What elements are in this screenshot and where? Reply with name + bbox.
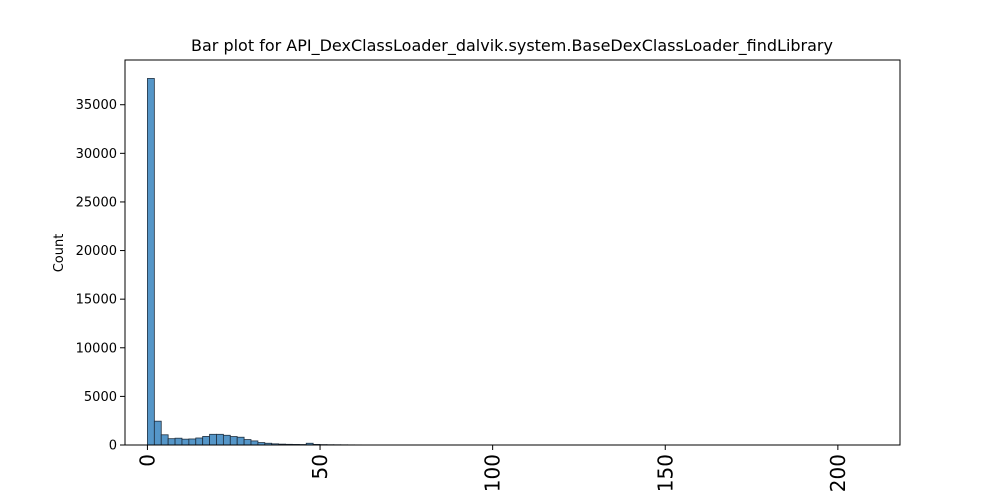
- y-tick-label-4: 20000: [76, 244, 117, 259]
- bar-6: [189, 439, 196, 445]
- bar-15: [251, 441, 258, 445]
- x-tick-label-3: 150: [653, 454, 677, 492]
- bar-0: [147, 78, 154, 445]
- bar-2: [161, 435, 168, 445]
- bar-3: [168, 439, 175, 445]
- bar-1: [154, 421, 161, 445]
- y-tick-label-6: 30000: [76, 147, 117, 162]
- x-tick-label-1: 50: [308, 454, 332, 479]
- x-axis: 0 50 100 150 200: [135, 445, 849, 492]
- x-tick-label-2: 100: [481, 454, 505, 492]
- y-tick-label-1: 5000: [84, 390, 117, 405]
- plot-frame: [125, 60, 900, 445]
- bar-8: [203, 436, 210, 445]
- bar-11: [223, 435, 230, 445]
- bar-9: [210, 434, 217, 445]
- x-tick-label-4: 200: [826, 454, 850, 492]
- y-tick-label-0: 0: [109, 439, 117, 454]
- chart-title: Bar plot for API_DexClassLoader_dalvik.s…: [191, 36, 833, 56]
- bar-5: [182, 439, 189, 445]
- bar-7: [196, 438, 203, 445]
- bar-13: [237, 437, 244, 445]
- bar-12: [230, 437, 237, 445]
- bar-14: [244, 440, 251, 445]
- bar-10: [216, 434, 223, 445]
- bars-group: [147, 78, 368, 445]
- x-tick-label-0: 0: [135, 454, 159, 467]
- y-axis-label: Count: [52, 234, 67, 273]
- y-tick-label-2: 10000: [76, 341, 117, 356]
- y-tick-label-5: 25000: [76, 195, 117, 210]
- y-tick-label-3: 15000: [76, 293, 117, 308]
- y-axis: 0 5000 10000 15000 20000 25000 30000 35000: [76, 98, 125, 453]
- bar-4: [175, 438, 182, 445]
- y-tick-label-7: 35000: [76, 98, 117, 113]
